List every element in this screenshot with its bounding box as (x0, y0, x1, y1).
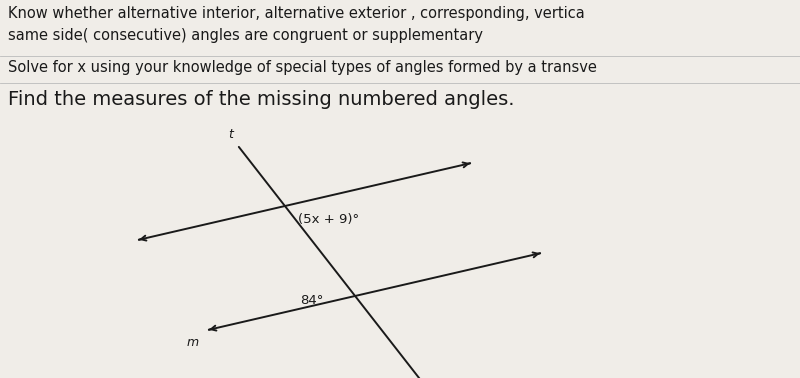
Text: (5x + 9)°: (5x + 9)° (298, 213, 359, 226)
Text: t: t (228, 128, 234, 141)
Text: Know whether alternative interior, alternative exterior , corresponding, vertica: Know whether alternative interior, alter… (8, 6, 585, 21)
Text: m: m (186, 336, 199, 349)
Text: same side( consecutive) angles are congruent or supplementary: same side( consecutive) angles are congr… (8, 28, 483, 43)
Text: Solve for x using your knowledge of special types of angles formed by a transve: Solve for x using your knowledge of spec… (8, 60, 597, 75)
Text: 84°: 84° (300, 294, 323, 307)
Text: Find the measures of the missing numbered angles.: Find the measures of the missing numbere… (8, 90, 514, 109)
